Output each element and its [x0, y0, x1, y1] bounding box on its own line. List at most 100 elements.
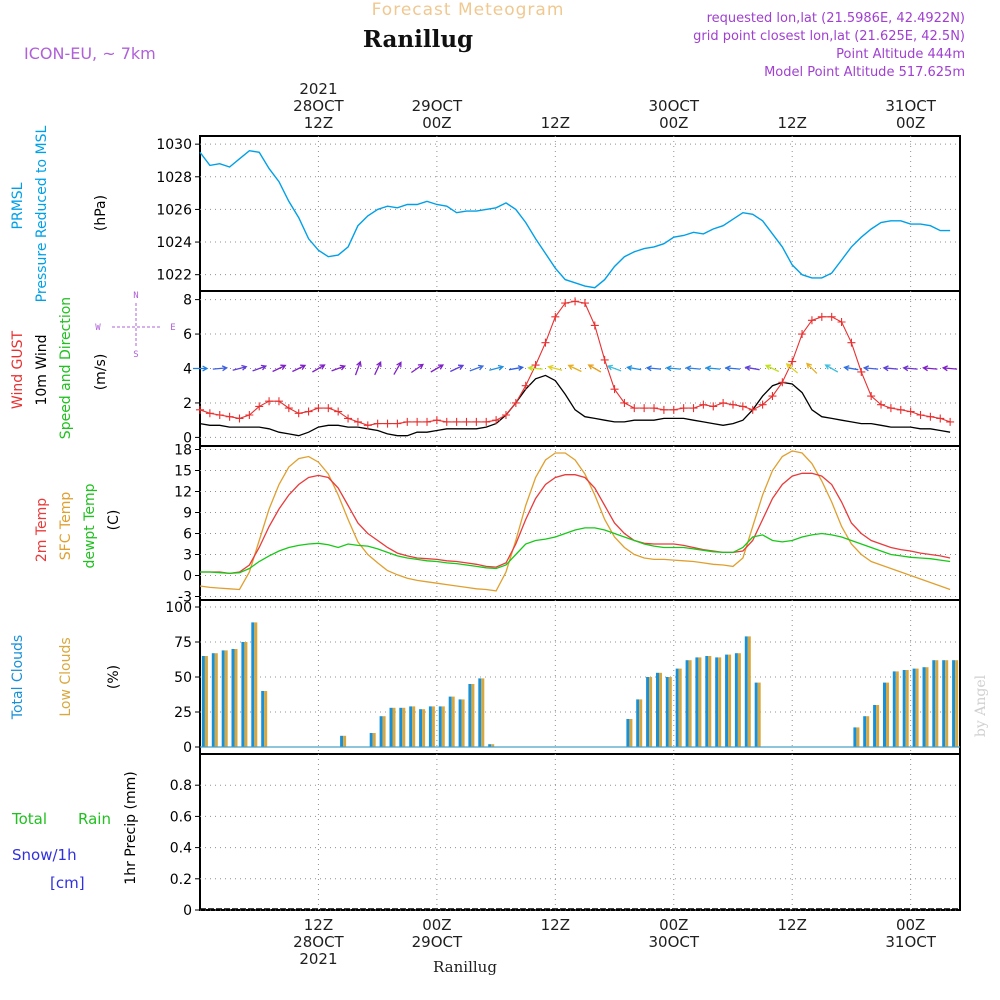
compass-e: E: [170, 323, 175, 333]
gust-marker: [255, 402, 264, 411]
wind-arrow: [469, 364, 485, 372]
total-cloud-bar: [409, 706, 413, 747]
wind-arrow: [922, 365, 938, 372]
top-time-label: 31OCT: [885, 97, 936, 115]
gust-marker: [472, 417, 481, 426]
wind-side-labels: Wind GUST 10m Wind Speed and Direction (…: [10, 291, 176, 439]
y-tick-label: 0.2: [170, 872, 192, 888]
gust-marker: [482, 417, 491, 426]
gust-marker: [867, 392, 876, 401]
total-cloud-bar: [744, 636, 748, 747]
gust-marker: [334, 407, 343, 416]
model-altitude: Model Point Altitude 517.625m: [764, 65, 965, 80]
wind-arrow: [430, 364, 445, 373]
low-cloud-bar: [461, 699, 465, 747]
gust-marker: [817, 312, 826, 321]
total-cloud-bar: [734, 653, 738, 747]
y-tick-label: 1030: [156, 137, 192, 153]
gust-marker: [393, 419, 402, 428]
pressure-msl-label: Pressure Reduced to MSL: [34, 125, 50, 302]
compass-n: N: [133, 291, 138, 301]
gust-marker: [946, 417, 955, 426]
total-cloud-bar: [626, 719, 630, 747]
total-cloud-bar: [478, 678, 482, 747]
gust-marker: [452, 417, 461, 426]
gust-marker: [294, 409, 303, 418]
prmsl-label: PRMSL: [10, 182, 26, 229]
gust-marker: [650, 404, 659, 413]
low-cloud-bar: [856, 727, 860, 747]
gust-marker: [423, 417, 432, 426]
total-cloud-bar: [468, 684, 472, 747]
gust-marker: [630, 404, 639, 413]
low-cloud-bar: [659, 672, 662, 747]
gust-line: [199, 300, 951, 426]
y-tick-label: 1022: [156, 268, 192, 284]
plot-layer: 1022102410261028103002468-30369121518025…: [156, 80, 961, 968]
top-time-label: 00Z: [896, 114, 925, 132]
low-cloud-bar: [491, 744, 495, 747]
wind-arrow: [354, 360, 362, 376]
y-tick-label: -3: [178, 590, 192, 606]
requested-coords: requested lon,lat (21.5986E, 42.4922N): [707, 11, 965, 26]
y-tick-label: 50: [174, 670, 192, 686]
bottom-time-label: 29OCT: [412, 933, 463, 951]
top-time-label: 12Z: [778, 114, 807, 132]
wind-arrow: [193, 365, 209, 372]
total-cloud-bar: [211, 653, 215, 747]
wind-arrow: [508, 365, 525, 371]
gust-marker: [847, 338, 856, 347]
wind-arrow: [312, 364, 326, 373]
low-cloud-bar: [343, 735, 347, 747]
low-cloud-bar: [688, 660, 692, 747]
y-tick-label: 18: [174, 443, 192, 459]
wind-arrow: [704, 365, 721, 372]
precip-side-labels: Total Rain Snow/1h [cm] 1hr Precip (mm): [11, 771, 139, 892]
low-cloud-bar: [728, 654, 732, 747]
low-cloud-label: Low Clouds: [58, 637, 74, 716]
point-altitude: Point Altitude 444m: [836, 47, 965, 62]
wind-arrow: [527, 365, 543, 372]
y-tick-label: 25: [174, 705, 192, 721]
y-tick-label: 3: [183, 548, 192, 564]
low-cloud-bar: [747, 636, 751, 747]
low-cloud-bar: [214, 653, 218, 747]
low-cloud-bar: [698, 657, 702, 747]
gust-marker: [245, 411, 254, 419]
gust-marker: [719, 398, 728, 407]
y-tick-label: 0: [183, 903, 192, 919]
top-time-label: 28OCT: [293, 97, 344, 115]
top-time-label: 2021: [299, 80, 337, 98]
total-cloud-bar: [646, 677, 650, 747]
wind-arrow: [665, 365, 681, 372]
wind-arrow: [824, 364, 839, 373]
low-cloud-bar: [224, 650, 228, 747]
total-cloud-bar: [715, 657, 719, 747]
total-cloud-bar: [251, 622, 255, 747]
low-cloud-bar: [639, 699, 643, 747]
gust-marker: [877, 400, 886, 409]
gust-marker: [531, 361, 540, 370]
low-cloud-bar: [866, 716, 870, 747]
snow-label: Snow/1h: [12, 846, 77, 864]
temp-side-labels: 2m Temp SFC Temp dewpt Temp (C): [34, 483, 122, 568]
bottom-time-label: 31OCT: [885, 933, 936, 951]
gust-marker: [225, 412, 234, 421]
total-cloud-bar: [201, 656, 205, 747]
y-tick-label: 8: [183, 293, 192, 309]
panel-temp: -3 0 3 6 9 12 15 18: [174, 443, 961, 606]
top-time-label: 30OCT: [649, 97, 700, 115]
footer-station: Ranillug: [433, 958, 497, 976]
top-time-label: 12Z: [541, 114, 570, 132]
wind-arrow: [587, 364, 602, 373]
snow-cm-label: [cm]: [50, 874, 85, 892]
low-cloud-bar: [708, 656, 712, 747]
top-time-label: 00Z: [659, 114, 688, 132]
y-tick-label: 0.8: [170, 778, 192, 794]
total-rain-total: Total: [11, 810, 47, 828]
low-cloud-bar: [886, 682, 889, 747]
low-cloud-bar: [402, 707, 406, 747]
low-cloud-bar: [264, 691, 268, 747]
wind-arrow: [567, 364, 582, 373]
wind-arrow: [882, 365, 898, 372]
